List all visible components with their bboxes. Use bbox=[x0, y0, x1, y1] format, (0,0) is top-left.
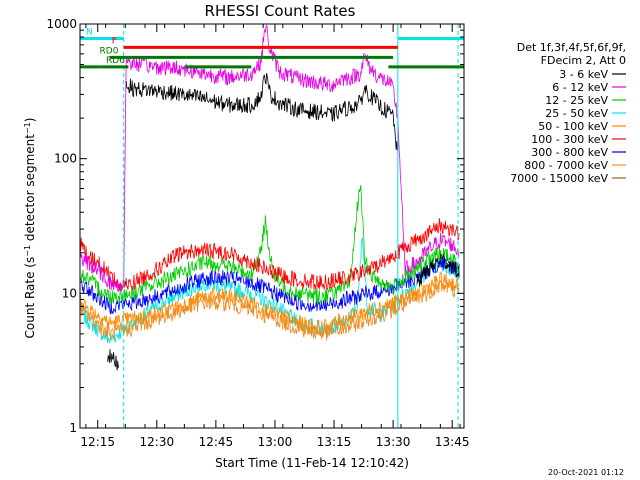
legend-item-label: 7000 - 15000 keV bbox=[510, 172, 608, 185]
plot-frame bbox=[79, 23, 465, 429]
legend-item-label: 100 - 300 keV bbox=[531, 133, 608, 146]
y-axis-label-part: Count Rate (s bbox=[23, 257, 37, 339]
series-line bbox=[80, 217, 460, 292]
series-line bbox=[80, 279, 460, 341]
series-line bbox=[80, 24, 460, 292]
x-tick-label: 13:45 bbox=[435, 435, 470, 449]
state-bar-label: F bbox=[112, 36, 117, 46]
x-tick-label: 12:30 bbox=[140, 435, 175, 449]
series-line bbox=[80, 255, 460, 315]
legend: Det 1f,3f,4f,5f,6f,9f, FDecim 2, Att 0 3… bbox=[510, 41, 626, 185]
footer-timestamp: 20-Oct-2021 01:12 bbox=[548, 468, 624, 477]
legend-item-label: 3 - 6 keV bbox=[559, 68, 608, 81]
y-axis-label: Count Rate (s−1 detector segment−1) bbox=[23, 118, 38, 339]
state-bar-label: RD6 bbox=[106, 56, 125, 66]
y-axis-label-part: ) bbox=[23, 118, 37, 123]
x-axis: 12:15 12:30 12:45 13:00 13:15 13:30 13:45 bbox=[80, 24, 469, 449]
legend-item-label: 300 - 800 keV bbox=[531, 146, 608, 159]
y-axis: 1 10 100 1000 bbox=[46, 17, 464, 435]
x-tick-label: 13:00 bbox=[258, 435, 293, 449]
x-tick-label: 13:30 bbox=[376, 435, 411, 449]
x-axis-label: Start Time (11-Feb-14 12:10:42) bbox=[215, 456, 409, 470]
series-line bbox=[80, 270, 460, 337]
series-line bbox=[107, 72, 460, 371]
y-tick-label: 1000 bbox=[46, 17, 77, 31]
plot-area bbox=[80, 24, 464, 428]
y-axis-label-part: detector segment bbox=[23, 134, 37, 245]
y-tick-label: 100 bbox=[54, 152, 77, 166]
x-tick-label: 12:45 bbox=[199, 435, 234, 449]
legend-header-line-1: Det 1f,3f,4f,5f,6f,9f, bbox=[517, 41, 626, 54]
legend-header-line-2: FDecim 2, Att 0 bbox=[541, 54, 626, 67]
y-axis-label-exponent: −1 bbox=[23, 122, 32, 134]
legend-item-label: 50 - 100 keV bbox=[538, 120, 608, 133]
chart-title: RHESSI Count Rates bbox=[205, 2, 356, 20]
state-bar-label: RD0 bbox=[100, 46, 119, 56]
legend-item-label: 25 - 50 keV bbox=[545, 107, 608, 120]
legend-item-label: 12 - 25 keV bbox=[545, 94, 608, 107]
x-tick-label: 12:15 bbox=[80, 435, 115, 449]
x-tick-label: 13:15 bbox=[317, 435, 352, 449]
y-axis-label-exponent: −1 bbox=[23, 245, 32, 257]
y-tick-label: 10 bbox=[62, 286, 77, 300]
state-bar-label: N bbox=[86, 28, 93, 38]
legend-item-label: 800 - 7000 keV bbox=[524, 159, 608, 172]
legend-item-label: 6 - 12 keV bbox=[552, 81, 608, 94]
y-tick-label: 1 bbox=[69, 421, 77, 435]
